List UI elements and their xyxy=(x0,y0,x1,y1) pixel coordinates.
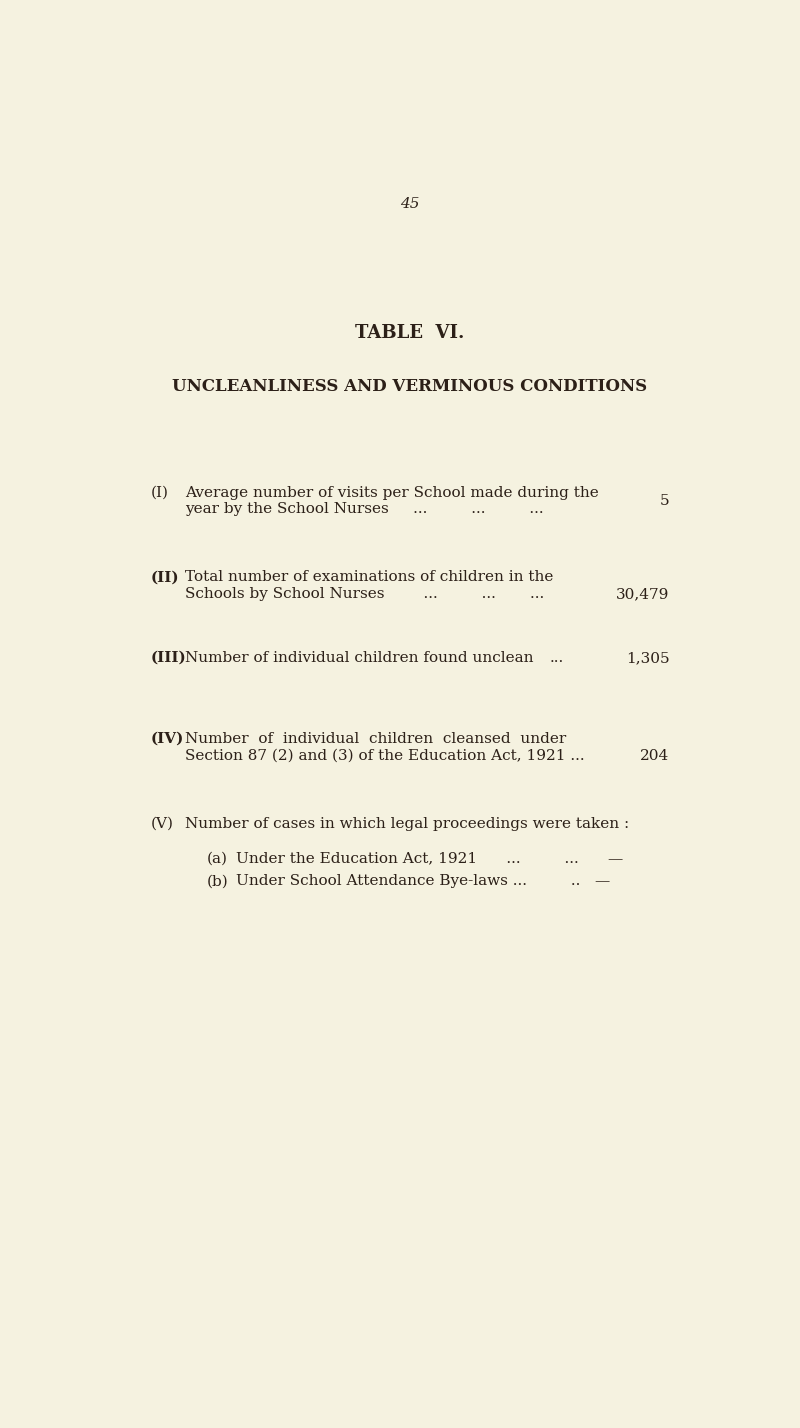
Text: Number of cases in which legal proceedings were taken :: Number of cases in which legal proceedin… xyxy=(186,817,630,831)
Text: year by the School Nurses     ...         ...         ...: year by the School Nurses ... ... ... xyxy=(186,503,544,517)
Text: Under School Attendance Bye-laws ...         ..   —: Under School Attendance Bye-laws ... .. … xyxy=(236,874,610,888)
Text: (IV): (IV) xyxy=(150,733,184,745)
Text: (V): (V) xyxy=(150,817,174,831)
Text: Total number of examinations of children in the: Total number of examinations of children… xyxy=(186,570,554,584)
Text: 204: 204 xyxy=(640,748,670,763)
Text: 5: 5 xyxy=(660,494,670,508)
Text: (III): (III) xyxy=(150,651,186,665)
Text: Section 87 (2) and (3) of the Education Act, 1921 ...: Section 87 (2) and (3) of the Education … xyxy=(186,748,585,763)
Text: (I): (I) xyxy=(150,486,168,500)
Text: Under the Education Act, 1921      ...         ...      —: Under the Education Act, 1921 ... ... — xyxy=(236,851,623,865)
Text: 1,305: 1,305 xyxy=(626,651,670,665)
Text: TABLE  VI.: TABLE VI. xyxy=(355,324,465,341)
Text: UNCLEANLINESS AND VERMINOUS CONDITIONS: UNCLEANLINESS AND VERMINOUS CONDITIONS xyxy=(173,378,647,394)
Text: Number of individual children found unclean: Number of individual children found uncl… xyxy=(186,651,534,665)
Text: 45: 45 xyxy=(400,197,420,211)
Text: Number  of  individual  children  cleansed  under: Number of individual children cleansed u… xyxy=(186,733,566,745)
Text: Schools by School Nurses        ...         ...       ...: Schools by School Nurses ... ... ... xyxy=(186,587,545,601)
Text: Average number of visits per School made during the: Average number of visits per School made… xyxy=(186,486,599,500)
Text: (b): (b) xyxy=(207,874,229,888)
Text: ...: ... xyxy=(550,651,564,665)
Text: 30,479: 30,479 xyxy=(616,587,670,601)
Text: (a): (a) xyxy=(207,851,228,865)
Text: (II): (II) xyxy=(150,570,179,584)
